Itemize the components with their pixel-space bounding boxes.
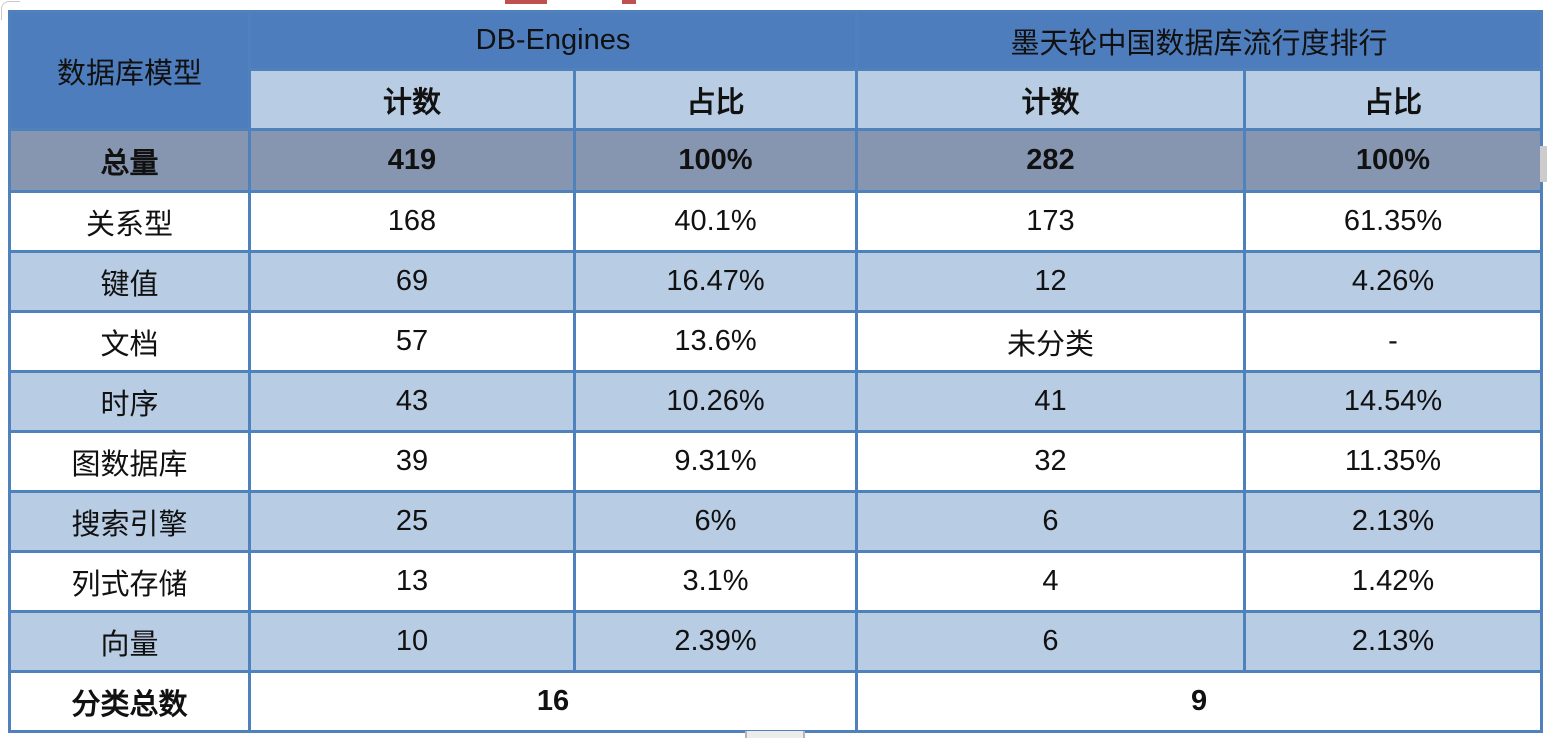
data-cell: 4.26% [1242,250,1544,313]
data-cell: 3.1% [573,550,858,613]
data-cell: 2.39% [573,610,858,673]
data-cell: - [1242,310,1544,373]
data-cell: 100% [573,128,858,193]
data-cell: 16.47% [573,250,858,313]
data-cell: 6 [855,610,1246,673]
data-cell: 12 [855,250,1246,313]
row-label: 列式存储 [8,550,251,613]
table-row-category-totals: 分类总数 16 9 [8,670,1544,733]
cropped-red-text-artifact [622,0,636,4]
header-row-groups: 数据库模型 DB-Engines 墨天轮中国数据库流行度排行 [8,10,1544,131]
data-cell: 173 [855,190,1246,253]
data-cell: 32 [855,430,1246,493]
table-row: 关系型 168 40.1% 173 61.35% [8,190,1544,253]
data-cell: 11.35% [1242,430,1544,493]
row-label: 图数据库 [8,430,251,493]
data-cell: 1.42% [1242,550,1544,613]
corner-header-cell: 数据库模型 [8,10,251,131]
data-cell: 6% [573,490,858,553]
subheader-share: 占比 [1242,68,1544,131]
table-row: 图数据库 39 9.31% 32 11.35% [8,430,1544,493]
data-cell: 2.13% [1242,610,1544,673]
data-cell: 41 [855,370,1246,433]
data-cell: 13 [248,550,576,613]
table-row: 向量 10 2.39% 6 2.13% [8,610,1544,673]
data-cell: 14.54% [1242,370,1544,433]
row-label: 时序 [8,370,251,433]
group-header-modb: 墨天轮中国数据库流行度排行 [854,10,1544,71]
row-label: 搜索引擎 [8,490,251,553]
data-cell: 4 [855,550,1246,613]
data-cell: 57 [248,310,576,373]
table-row: 搜索引擎 25 6% 6 2.13% [8,490,1544,553]
data-cell: 43 [248,370,576,433]
row-label: 关系型 [8,190,251,253]
table-row: 文档 57 13.6% 未分类 - [8,310,1544,373]
data-cell: 10.26% [573,370,858,433]
data-cell: 2.13% [1242,490,1544,553]
data-cell: 25 [248,490,576,553]
data-cell: 13.6% [573,310,858,373]
data-cell: 69 [248,250,576,313]
row-label: 分类总数 [8,670,251,733]
database-model-comparison-table: 数据库模型 DB-Engines 墨天轮中国数据库流行度排行 计数 占比 计数 … [8,10,1544,733]
scrollbar-artifact [1540,146,1547,182]
row-label: 向量 [8,610,251,673]
data-cell: 39 [248,430,576,493]
data-cell: 168 [248,190,576,253]
scrollbar-artifact [745,731,805,738]
table-row: 键值 69 16.47% 12 4.26% [8,250,1544,313]
modb-category-total: 9 [854,670,1544,733]
row-label: 键值 [8,250,251,313]
subheader-share: 占比 [573,68,858,131]
subheader-count: 计数 [855,68,1246,131]
subheader-count: 计数 [248,68,576,131]
row-label: 文档 [8,310,251,373]
data-cell: 61.35% [1242,190,1544,253]
data-cell: 419 [248,128,576,193]
group-header-db-engines: DB-Engines [248,10,858,71]
data-cell: 282 [855,128,1246,193]
rounded-corner-artifact [1,1,20,20]
table-row-total: 总量 419 100% 282 100% [8,128,1544,193]
cropped-red-text-artifact [505,0,547,4]
table-row: 时序 43 10.26% 41 14.54% [8,370,1544,433]
row-label: 总量 [8,128,251,193]
header-row-subheaders: 计数 占比 计数 占比 [10,68,1544,131]
table-row: 列式存储 13 3.1% 4 1.42% [8,550,1544,613]
data-cell: 100% [1242,128,1544,193]
data-cell: 10 [248,610,576,673]
data-cell: 未分类 [855,310,1246,373]
data-cell: 9.31% [573,430,858,493]
db-engines-category-total: 16 [248,670,858,733]
data-cell: 40.1% [573,190,858,253]
data-cell: 6 [855,490,1246,553]
